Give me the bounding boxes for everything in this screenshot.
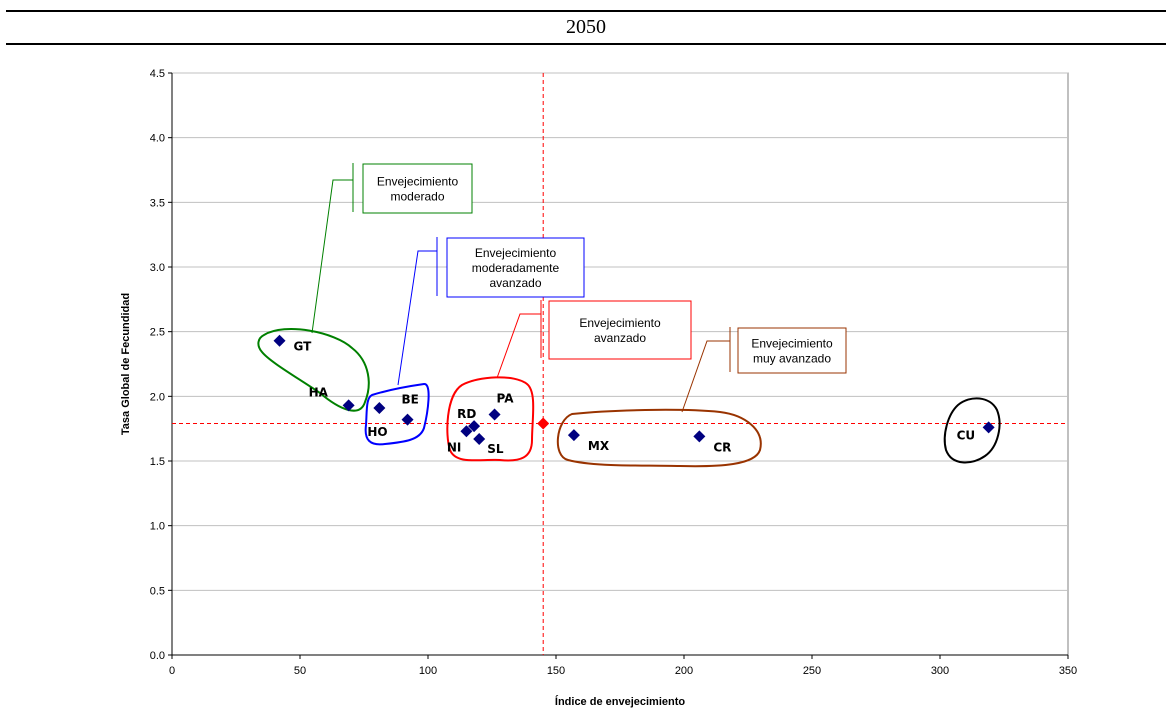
y-tick-label: 0.5 [150, 585, 165, 597]
annotation-advanced-box [548, 300, 692, 360]
data-point-cu [982, 421, 995, 434]
x-tick-label: 100 [419, 665, 437, 677]
annotation-moderately-advanced-box [446, 237, 585, 298]
data-point-ha [342, 399, 355, 412]
annotation-moderately-advanced-text: Envejecimiento [475, 246, 557, 260]
annotation-very-advanced-leader-line [681, 327, 731, 413]
annotation-very-advanced-box [737, 327, 847, 374]
data-point-pa [488, 408, 501, 421]
data-label-be: BE [402, 393, 419, 407]
annotation-moderate-leader-line [311, 163, 354, 334]
x-tick-label: 350 [1059, 665, 1077, 677]
data-label-pa: PA [497, 391, 515, 405]
data-point-mx [567, 429, 580, 442]
y-tick-label: 3.0 [150, 262, 165, 274]
annotation-moderately-advanced-text: avanzado [489, 276, 541, 290]
data-point-sl [473, 433, 486, 446]
annotation-moderately-advanced-text: moderadamente [472, 261, 560, 275]
annotation-moderate-box [362, 163, 473, 214]
annotation-advanced-text: avanzado [594, 331, 646, 345]
reference-point [537, 417, 550, 430]
data-label-gt: GT [294, 340, 313, 354]
annotation-very-advanced-text: muy avanzado [753, 352, 831, 366]
annotation-advanced-text: Envejecimiento [579, 316, 661, 330]
data-label-sl: SL [487, 442, 504, 456]
data-label-ni: NI [447, 440, 462, 454]
x-tick-label: 300 [931, 665, 949, 677]
data-point-ho [373, 401, 386, 414]
x-tick-label: 150 [547, 665, 565, 677]
group-outline-moderate [257, 328, 370, 412]
annotation-moderate-text: Envejecimiento [377, 175, 459, 189]
data-label-cu: CU [957, 428, 976, 442]
annotation-moderately-advanced-leader-line [397, 237, 438, 386]
y-tick-label: 1.5 [150, 456, 165, 468]
x-axis-title: Índice de envejecimiento [555, 695, 685, 708]
data-point-rd [468, 420, 481, 433]
annotation-advanced-leader-line [496, 300, 542, 379]
y-tick-label: 0.0 [150, 650, 165, 662]
group-outline-moderately-advanced [364, 383, 430, 446]
group-outline-cuba [943, 397, 1001, 464]
y-tick-label: 1.0 [150, 521, 165, 533]
data-point-ni [460, 425, 473, 438]
data-point-be [401, 413, 414, 426]
group-outline-very-advanced [556, 408, 762, 468]
data-point-cr [693, 430, 706, 443]
data-label-ha: HA [309, 385, 329, 399]
y-tick-label: 3.5 [150, 197, 165, 209]
annotation-very-advanced-text: Envejecimiento [751, 337, 833, 351]
x-tick-label: 0 [169, 665, 175, 677]
plot-area [171, 72, 1069, 656]
group-outline-advanced [446, 376, 535, 462]
header-top-rule [6, 10, 1166, 12]
x-tick-label: 50 [294, 665, 306, 677]
data-label-rd: RD [457, 407, 476, 421]
y-tick-label: 2.0 [150, 391, 165, 403]
page-title: 2050 [566, 16, 606, 38]
y-tick-label: 2.5 [150, 327, 165, 339]
data-label-mx: MX [588, 439, 610, 453]
y-axis-title: Tasa Global de Fecundidad [120, 293, 132, 435]
data-label-cr: CR [713, 440, 731, 454]
y-tick-label: 4.5 [150, 68, 165, 80]
data-label-ho: HO [367, 425, 387, 439]
y-tick-label: 4.0 [150, 133, 165, 145]
header-bottom-rule [6, 43, 1166, 45]
data-point-gt [273, 334, 286, 347]
annotation-moderate-text: moderado [390, 190, 444, 204]
x-tick-label: 200 [675, 665, 693, 677]
x-tick-label: 250 [803, 665, 821, 677]
